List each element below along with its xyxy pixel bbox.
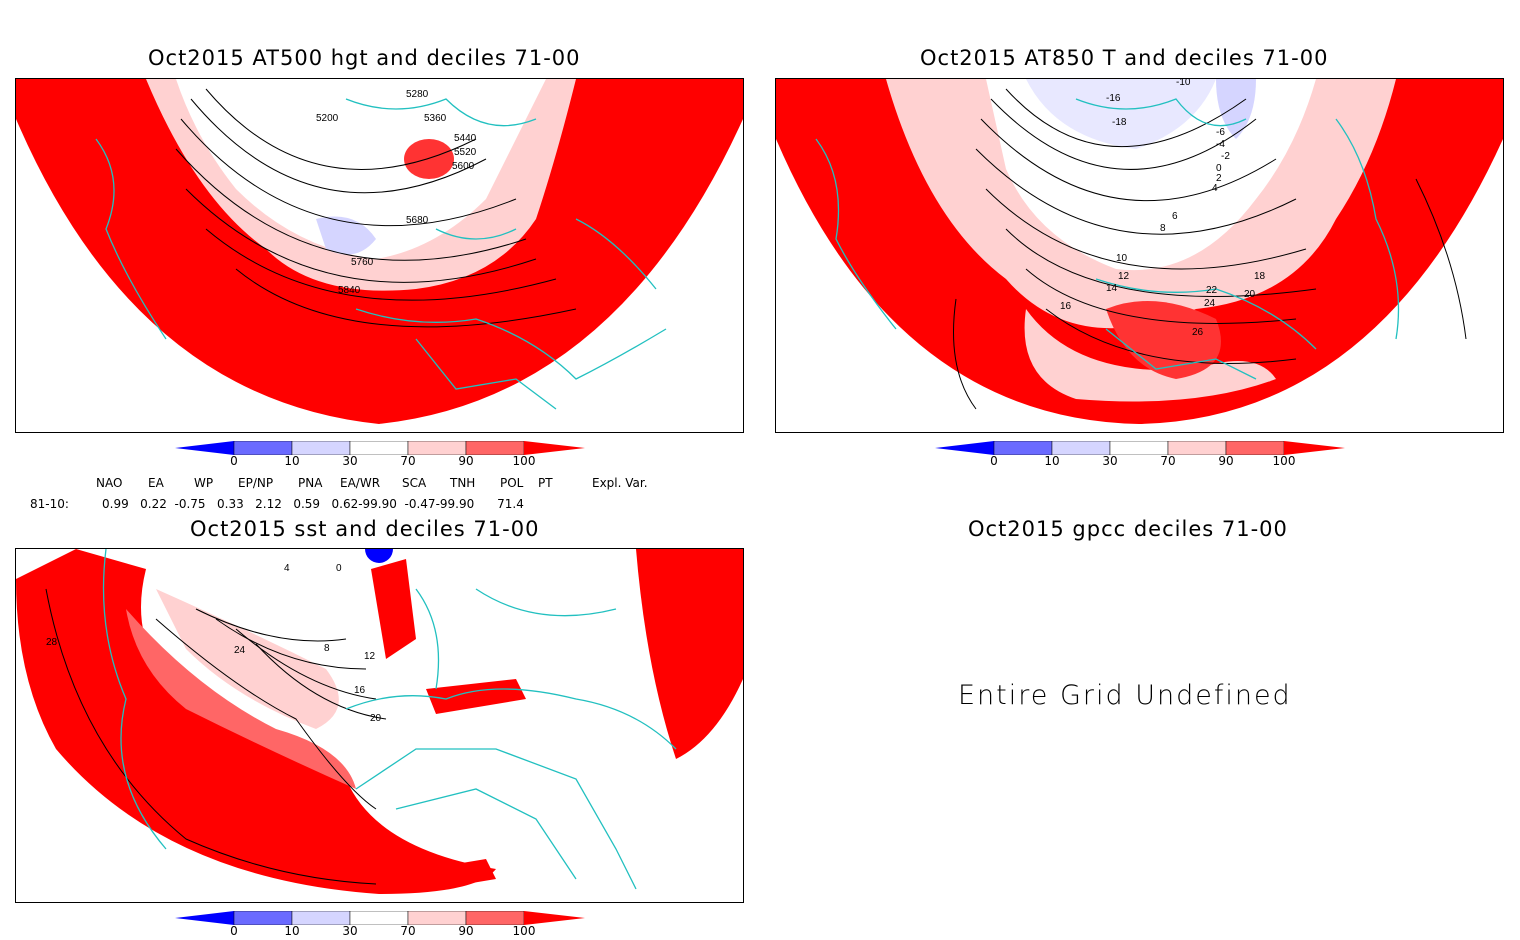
contour-label: 5760	[351, 257, 374, 268]
map-panel-sst: 28 24 20 16 12 8 4 0	[15, 548, 744, 903]
index-name: PT	[538, 476, 553, 490]
contour-label: -16	[1106, 93, 1121, 104]
colorbar-hgt: 0 10 30 70 90 100	[175, 440, 585, 472]
contour-label: -18	[1112, 117, 1127, 128]
contour-label: 12	[1118, 271, 1130, 282]
contour-label: 28	[46, 637, 58, 648]
colorbar-label: 100	[512, 924, 536, 938]
contour-label: 20	[370, 713, 382, 724]
contour-label: 5440	[454, 133, 477, 144]
undefined-grid-message: Entire Grid Undefined	[958, 680, 1292, 711]
index-name: Expl. Var.	[592, 476, 648, 490]
colorbar-label: 70	[1160, 454, 1176, 468]
index-name: NAO	[96, 476, 123, 490]
colorbar-swatches	[175, 440, 585, 456]
contour-label: 5280	[406, 89, 429, 100]
contour-label: -2	[1221, 151, 1230, 162]
colorbar-swatches	[935, 440, 1345, 456]
contour-label: 5360	[424, 113, 447, 124]
contour-label: 0	[1216, 163, 1222, 174]
colorbar-label: 90	[458, 454, 474, 468]
index-name: TNH	[450, 476, 476, 490]
index-name: EA/WR	[340, 476, 381, 490]
colorbar-label: 30	[1102, 454, 1118, 468]
colorbar-label: 10	[1044, 454, 1060, 468]
contour-label: 22	[1206, 285, 1218, 296]
contour-label: -10	[1176, 79, 1191, 88]
contour-label: 5680	[406, 215, 429, 226]
index-name: EP/NP	[238, 476, 274, 490]
contour-label: 5840	[338, 285, 361, 296]
colorbar-label: 100	[1272, 454, 1296, 468]
map-sst: 28 24 20 16 12 8 4 0	[16, 549, 743, 894]
contour-label: 24	[1204, 298, 1216, 309]
map-t850: -16 -10 -18 -6 -4 -2 0 2 4 6 8 10 12 14 …	[776, 79, 1503, 424]
index-period: 81-10:	[30, 497, 69, 511]
panel-title-t850: Oct2015 AT850 T and deciles 71-00	[920, 46, 1329, 70]
colorbar-label: 100	[512, 454, 536, 468]
colorbar-label: 0	[230, 454, 238, 468]
colorbar-label: 0	[230, 924, 238, 938]
contour-label: 2	[1216, 173, 1222, 184]
colorbar-label: 30	[342, 924, 358, 938]
colorbar-label: 30	[342, 454, 358, 468]
contour-label: 5200	[316, 113, 339, 124]
index-values: 0.99 0.22 -0.75 0.33 2.12 0.59 0.62-99.9…	[102, 497, 524, 511]
map-panel-t850: -16 -10 -18 -6 -4 -2 0 2 4 6 8 10 12 14 …	[775, 78, 1504, 433]
colorbar-label: 0	[990, 454, 998, 468]
contour-label: 16	[1060, 301, 1072, 312]
contour-label: 8	[324, 643, 330, 654]
colorbar-label: 70	[400, 924, 416, 938]
contour-label: 6	[1172, 211, 1178, 222]
contour-label: 16	[354, 685, 366, 696]
colorbar-swatches	[175, 910, 585, 926]
contour-label: 4	[284, 563, 290, 574]
colorbar-label: 90	[458, 924, 474, 938]
colorbar-sst: 0 10 30 70 90 100	[175, 910, 585, 940]
map-panel-hgt: 5200 5280 5360 5440 5520 5600 5680 5760 …	[15, 78, 744, 433]
index-name: SCA	[402, 476, 427, 490]
colorbar-label: 10	[284, 924, 300, 938]
index-name: POL	[500, 476, 524, 490]
colorbar-t850: 0 10 30 70 90 100	[935, 440, 1345, 472]
colorbar-label: 90	[1218, 454, 1234, 468]
map-hgt: 5200 5280 5360 5440 5520 5600 5680 5760 …	[16, 79, 743, 424]
contour-label: 24	[234, 645, 246, 656]
panel-title-hgt: Oct2015 AT500 hgt and deciles 71-00	[148, 46, 581, 70]
contour-label: 0	[336, 563, 342, 574]
colorbar-label: 70	[400, 454, 416, 468]
panel-title-sst: Oct2015 sst and deciles 71-00	[190, 517, 540, 541]
contour-label: -4	[1216, 139, 1225, 150]
contour-label: 14	[1106, 283, 1118, 294]
contour-label: 26	[1192, 327, 1204, 338]
index-name: EA	[148, 476, 164, 490]
contour-label: -6	[1216, 127, 1225, 138]
contour-label: 18	[1254, 271, 1266, 282]
index-name: WP	[194, 476, 214, 490]
panel-title-gpcc: Oct2015 gpcc deciles 71-00	[968, 517, 1288, 541]
contour-label: 12	[364, 651, 376, 662]
contour-label: 20	[1244, 289, 1256, 300]
colorbar-label: 10	[284, 454, 300, 468]
contour-label: 8	[1160, 223, 1166, 234]
contour-label: 10	[1116, 253, 1128, 264]
contour-label: 5600	[452, 161, 475, 172]
index-name: PNA	[298, 476, 323, 490]
contour-label: 4	[1212, 183, 1218, 194]
contour-label: 5520	[454, 147, 477, 158]
